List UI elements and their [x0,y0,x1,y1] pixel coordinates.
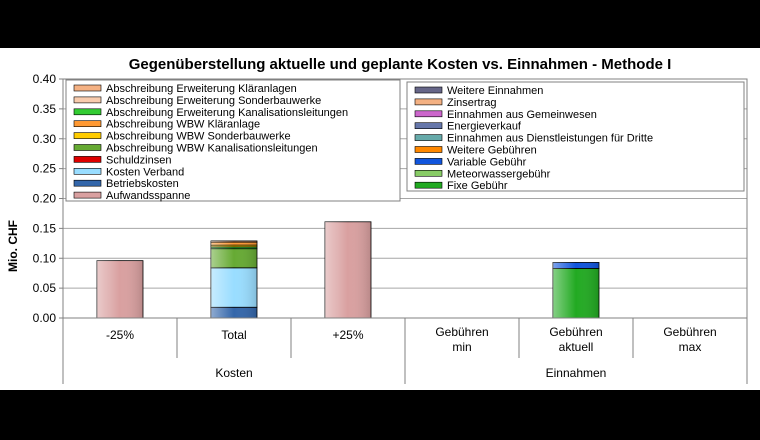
legend-label: Schuldzinsen [106,154,171,166]
bar-segment-shade [211,248,257,268]
legend-swatch [414,98,443,106]
legend-swatch [73,191,102,199]
legend-label: Kosten Verband [106,166,184,178]
legend-costs: Abschreibung Erweiterung KläranlagenAbsc… [65,79,401,202]
y-tick-label: 0.15 [33,221,57,235]
legend-label: Betriebskosten [106,178,179,190]
bar-segment-shade [553,268,599,318]
y-tick-label: 0.40 [33,72,57,86]
legend-swatch [73,96,102,104]
legend-swatch [414,110,443,118]
stacked-bar-chart: Gegenüberstellung aktuelle und geplante … [6,56,748,384]
bar-segment-shade [211,246,257,249]
legend-swatch [414,122,443,129]
legend-swatch [73,120,102,127]
legend-swatch [73,144,102,151]
y-tick-label: 0.05 [33,281,57,295]
legend-label: Abschreibung Erweiterung Kläranlagen [106,83,297,95]
legend-swatch [414,181,443,189]
legend-label: Weitere Gebühren [447,145,537,157]
bars [96,221,600,319]
chart-title: Gegenüberstellung aktuelle und geplante … [129,56,672,73]
legend-swatch [414,86,443,94]
x-tick-label: Total [221,328,246,342]
legend-swatch [73,179,102,187]
legend-label: Energieverkauf [447,121,522,133]
y-tick-label: 0.25 [33,162,57,176]
legend-swatch [73,132,102,139]
chart-panel: Gegenüberstellung aktuelle und geplante … [0,48,760,390]
y-tick-label: 0.30 [33,132,57,146]
legend-swatch [73,156,102,163]
bar-segment-shade [211,307,257,318]
y-tick-label: 0.00 [33,311,57,325]
bar-segment-shade [553,262,599,269]
x-tick-label: -25% [106,328,134,342]
legend-label: Abschreibung WBW Kläranlage [106,119,260,131]
bar-segment-shade [211,242,257,246]
y-axis-title: Mio. CHF [6,220,20,272]
legend-label: Abschreibung WBW Sonderbauwerke [106,131,291,143]
x-axis-labels: -25% Total +25% GebührenminGebührenaktuellG… [62,318,748,384]
legend-swatch [414,134,443,141]
x-tick-label: max [679,340,702,354]
legend-box [65,79,401,202]
legend-label: Einnahmen aus Dienstleistungen für Dritt… [447,133,653,145]
legend-swatch [414,146,443,153]
legend-swatch [414,170,443,177]
x-group-label: Einnahmen [546,366,607,380]
legend-swatch [73,84,102,92]
legend-label: Abschreibung Erweiterung Sonderbauwerke [106,95,321,107]
y-tick-label: 0.10 [33,251,57,265]
y-tick-label: 0.35 [33,102,57,116]
legend-label: Zinsertrag [447,97,497,109]
x-tick-label: Gebühren [435,325,488,339]
legend-swatch [414,158,443,165]
legend-label: Einnahmen aus Gemeinwesen [447,109,597,121]
legend-box [406,81,745,192]
legend-label: Abschreibung WBW Kanalisationsleitungen [106,143,318,155]
x-tick-label: +25% [332,328,363,342]
legend-label: Meteorwassergebühr [447,168,551,180]
x-tick-label: Gebühren [549,325,602,339]
bar-segment-shade [97,260,143,318]
legend-label: Weitere Einnahmen [447,85,543,97]
y-axis-ticks: 0.00 0.05 0.10 0.15 0.20 0.25 0.30 0.35 0.40 [33,72,63,325]
legend-label: Fixe Gebühr [447,180,508,192]
legend-swatch [73,168,102,175]
x-tick-label: Gebühren [663,325,716,339]
legend-label: Abschreibung Erweiterung Kanalisationsle… [106,107,348,119]
bar-segment-shade [211,267,257,308]
x-group-label: Kosten [215,366,252,380]
x-tick-label: min [452,340,471,354]
bar-segment-shade [211,240,257,243]
legend-label: Aufwandsspanne [106,190,190,202]
bar-segment-shade [325,221,371,318]
legend-label: Variable Gebühr [447,156,527,168]
legend-swatch [73,108,102,116]
bar-segment-shade [211,245,257,247]
y-tick-label: 0.20 [33,192,57,206]
x-tick-label: aktuell [559,340,594,354]
